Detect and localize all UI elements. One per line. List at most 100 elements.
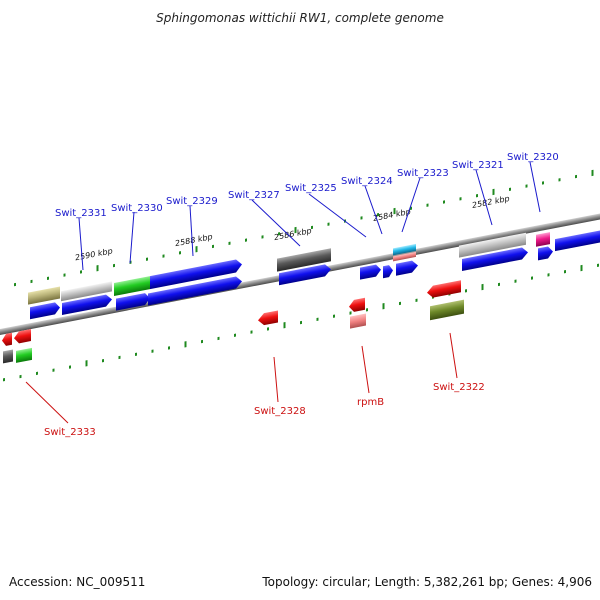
gene-label[interactable]: Swit_2330 bbox=[111, 203, 163, 214]
scale-label: 2590 kbp bbox=[75, 246, 113, 262]
tick-mark bbox=[558, 178, 561, 182]
tick-mark bbox=[415, 298, 418, 302]
reverse-row bbox=[2, 280, 464, 364]
tick-mark bbox=[3, 378, 5, 382]
gene-green[interactable] bbox=[114, 276, 150, 297]
tick-mark bbox=[531, 276, 533, 280]
tick-mark bbox=[333, 314, 335, 318]
tick-mark bbox=[30, 279, 33, 284]
tick-mark bbox=[212, 244, 214, 249]
leader-line bbox=[78, 217, 84, 271]
tick-mark bbox=[294, 226, 297, 234]
tick-mark bbox=[135, 352, 137, 357]
tick-mark bbox=[245, 238, 247, 242]
tick-mark bbox=[459, 197, 462, 201]
gene-forward-arrow[interactable] bbox=[30, 301, 60, 320]
leader-line bbox=[529, 161, 541, 213]
gene-forward-arrow[interactable] bbox=[360, 264, 381, 280]
tick-mark bbox=[278, 232, 280, 236]
gene-reverse-arrow[interactable] bbox=[14, 329, 31, 344]
tick-mark bbox=[514, 279, 517, 283]
gene-forward-arrow[interactable] bbox=[62, 293, 112, 316]
tick-mark bbox=[316, 317, 319, 322]
gene-pink[interactable] bbox=[350, 313, 366, 329]
gene-forward-arrow[interactable] bbox=[148, 275, 242, 306]
gene-reverse-arrow[interactable] bbox=[427, 280, 461, 299]
tick-mark bbox=[168, 346, 170, 350]
scale-label: 2584 kbp bbox=[373, 207, 411, 223]
gene-darkgray[interactable] bbox=[3, 349, 13, 364]
tick-mark bbox=[498, 282, 500, 287]
scale-label: 2588 kbp bbox=[175, 232, 213, 248]
tick-mark bbox=[283, 322, 286, 329]
tick-mark bbox=[580, 264, 583, 272]
tick-mark bbox=[151, 349, 154, 353]
gene-forward-arrow[interactable] bbox=[116, 292, 150, 311]
tick-mark bbox=[509, 187, 511, 191]
gene-cyan[interactable] bbox=[393, 243, 416, 256]
tick-mark bbox=[195, 245, 198, 253]
tick-mark bbox=[575, 174, 577, 179]
gene-reverse-arrow[interactable] bbox=[258, 310, 278, 326]
gene-label[interactable]: Swit_2329 bbox=[166, 196, 218, 207]
gene-label[interactable]: Swit_2333 bbox=[44, 427, 96, 438]
gene-label[interactable]: Swit_2324 bbox=[341, 176, 393, 187]
gene-forward-arrow[interactable] bbox=[462, 246, 528, 272]
tick-mark bbox=[360, 216, 363, 220]
leader-line bbox=[364, 185, 383, 235]
gene-reverse-arrow[interactable] bbox=[349, 297, 365, 313]
genome-title: Sphingomonas wittichii RW1, complete gen… bbox=[156, 11, 444, 25]
gene-green[interactable] bbox=[16, 347, 32, 363]
tick-mark bbox=[184, 341, 187, 348]
gene-label[interactable]: Swit_2331 bbox=[55, 208, 107, 219]
tick-mark bbox=[597, 263, 599, 268]
tick-mark bbox=[250, 330, 253, 334]
gene-olive[interactable] bbox=[430, 299, 464, 321]
gene-magenta[interactable] bbox=[536, 232, 550, 247]
gene-label[interactable]: Swit_2325 bbox=[285, 183, 337, 194]
gene-darkgray[interactable] bbox=[277, 248, 331, 272]
gene-forward-arrow[interactable] bbox=[279, 263, 331, 286]
gene-forward-arrow[interactable] bbox=[538, 246, 553, 261]
leader-line bbox=[251, 199, 301, 247]
label-leaders bbox=[25, 161, 541, 424]
gene-khaki[interactable] bbox=[28, 286, 60, 305]
gene-label[interactable]: Swit_2321 bbox=[452, 160, 504, 171]
tick-mark bbox=[349, 311, 352, 315]
leader-line bbox=[401, 177, 421, 233]
gene-lightgray[interactable] bbox=[459, 232, 526, 258]
reverse-gene-labels: Swit_2333 Swit_2328 rpmB Swit_2322 bbox=[44, 382, 485, 438]
leader-line bbox=[475, 169, 493, 226]
leader-line bbox=[361, 345, 370, 394]
tick-mark bbox=[146, 257, 148, 261]
gene-label[interactable]: Swit_2322 bbox=[433, 382, 485, 393]
gene-label[interactable]: Swit_2328 bbox=[254, 406, 306, 417]
tick-mark bbox=[14, 282, 16, 287]
gene-label[interactable]: Swit_2327 bbox=[228, 190, 280, 201]
tick-mark bbox=[311, 225, 313, 230]
gene-pink[interactable] bbox=[393, 251, 416, 262]
gene-reverse-arrow[interactable] bbox=[2, 332, 12, 347]
tick-mark bbox=[547, 273, 550, 277]
gene-label[interactable]: Swit_2323 bbox=[397, 168, 449, 179]
gene-forward-arrow[interactable] bbox=[383, 264, 393, 279]
gene-forward-arrow[interactable] bbox=[396, 260, 418, 276]
leader-line bbox=[189, 205, 194, 257]
gene-forward-arrow[interactable] bbox=[555, 229, 600, 252]
gene-label[interactable]: Swit_2320 bbox=[507, 152, 559, 163]
leader-line bbox=[273, 356, 279, 403]
tick-mark bbox=[382, 302, 385, 310]
gene-label[interactable]: rpmB bbox=[357, 397, 384, 408]
gene-lightgray[interactable] bbox=[61, 281, 112, 302]
leader-line bbox=[449, 332, 458, 379]
tick-mark bbox=[481, 283, 484, 291]
leader-line bbox=[308, 193, 367, 238]
position-ticks bbox=[3, 169, 599, 382]
tick-mark bbox=[217, 336, 220, 341]
tick-mark bbox=[591, 169, 594, 177]
tick-mark bbox=[465, 289, 467, 293]
forward-lower-row bbox=[30, 246, 553, 320]
tick-mark bbox=[63, 273, 66, 277]
gene-forward-arrow[interactable] bbox=[150, 258, 242, 290]
